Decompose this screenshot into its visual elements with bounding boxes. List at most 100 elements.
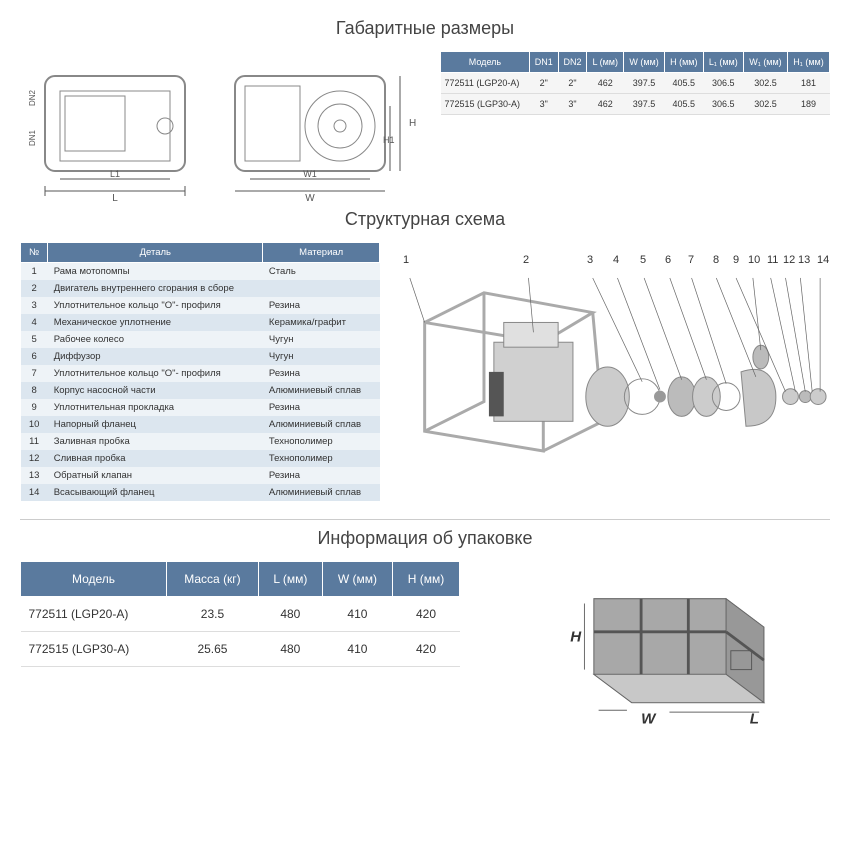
- parts-cell: 2: [21, 280, 48, 297]
- packaging-table: МодельМасса (кг)L (мм)W (мм)H (мм) 77251…: [20, 561, 460, 667]
- parts-row: 13Обратный клапанРезина: [21, 467, 380, 484]
- pack-cell: 410: [322, 632, 392, 667]
- parts-cell: 7: [21, 365, 48, 382]
- parts-row: 10Напорный фланецАлюминиевый сплав: [21, 416, 380, 433]
- pack-header: W (мм): [322, 562, 392, 597]
- section1: L L1 DN2 DN1 H H1 W W1 МодельDN1DN2L (мм…: [20, 51, 830, 201]
- parts-cell: Технополимер: [263, 433, 380, 450]
- parts-cell: 5: [21, 331, 48, 348]
- parts-header: Материал: [263, 243, 380, 263]
- svg-text:H: H: [409, 118, 416, 129]
- dim-cell: 181: [788, 73, 830, 94]
- callout-14: 14: [817, 254, 829, 266]
- dim-header: W (мм): [624, 52, 665, 73]
- parts-cell: Корпус насосной части: [48, 382, 263, 399]
- parts-cell: [263, 280, 380, 297]
- dim-cell: 462: [587, 73, 624, 94]
- parts-row: 2Двигатель внутреннего сгорания в сборе: [21, 280, 380, 297]
- callout-11: 11: [767, 254, 778, 266]
- pack-cell: 23.5: [167, 597, 259, 632]
- parts-row: 9Уплотнительная прокладкаРезина: [21, 399, 380, 416]
- parts-cell: 3: [21, 297, 48, 314]
- parts-row: 1Рама мотопомпыСталь: [21, 263, 380, 281]
- parts-cell: Резина: [263, 365, 380, 382]
- parts-cell: Технополимер: [263, 450, 380, 467]
- svg-text:H: H: [570, 628, 582, 645]
- dim-cell: 2": [529, 73, 558, 94]
- dim-cell: 462: [587, 94, 624, 115]
- callout-9: 9: [733, 254, 739, 266]
- callout-7: 7: [688, 254, 694, 266]
- parts-cell: 10: [21, 416, 48, 433]
- svg-text:W1: W1: [303, 169, 317, 179]
- parts-row: 11Заливная пробкаТехнополимер: [21, 433, 380, 450]
- callout-10: 10: [748, 254, 760, 266]
- dim-cell: 189: [788, 94, 830, 115]
- technical-drawing: L L1 DN2 DN1 H H1 W W1: [20, 51, 430, 201]
- dim-header: W₁ (мм): [743, 52, 787, 73]
- section1-title: Габаритные размеры: [20, 18, 830, 39]
- pack-cell: 772515 (LGP30-A): [21, 632, 167, 667]
- dim-cell: 302.5: [743, 73, 787, 94]
- dim-cell: 397.5: [624, 73, 665, 94]
- parts-cell: Резина: [263, 297, 380, 314]
- parts-row: 5Рабочее колесоЧугун: [21, 331, 380, 348]
- pack-cell: 480: [258, 597, 322, 632]
- parts-cell: Механическое уплотнение: [48, 314, 263, 331]
- callout-5: 5: [640, 254, 646, 266]
- parts-cell: Уплотнительное кольцо "O"- профиля: [48, 365, 263, 382]
- parts-cell: Диффузор: [48, 348, 263, 365]
- svg-text:H1: H1: [383, 135, 395, 145]
- parts-cell: Уплотнительная прокладка: [48, 399, 263, 416]
- parts-cell: Резина: [263, 399, 380, 416]
- parts-cell: Уплотнительное кольцо "O"- профиля: [48, 297, 263, 314]
- svg-text:DN1: DN1: [28, 129, 37, 146]
- pack-cell: 420: [393, 632, 460, 667]
- parts-cell: Рабочее колесо: [48, 331, 263, 348]
- dim-header: H (мм): [664, 52, 703, 73]
- parts-header: Деталь: [48, 243, 263, 263]
- section3: МодельМасса (кг)L (мм)W (мм)H (мм) 77251…: [20, 561, 830, 731]
- dim-header: L (мм): [587, 52, 624, 73]
- parts-cell: Рама мотопомпы: [48, 263, 263, 281]
- parts-cell: Чугун: [263, 348, 380, 365]
- callout-1: 1: [403, 254, 409, 266]
- pack-header: H (мм): [393, 562, 460, 597]
- parts-cell: Сталь: [263, 263, 380, 281]
- callout-13: 13: [798, 254, 810, 266]
- parts-row: 3Уплотнительное кольцо "O"- профиляРезин…: [21, 297, 380, 314]
- parts-cell: Алюминиевый сплав: [263, 382, 380, 399]
- parts-header: №: [21, 243, 48, 263]
- pack-cell: 480: [258, 632, 322, 667]
- dimensions-table: МодельDN1DN2L (мм)W (мм)H (мм)L₁ (мм)W₁ …: [440, 51, 830, 115]
- dim-row: 772515 (LGP30-A)3"3"462397.5405.5306.530…: [441, 94, 830, 115]
- parts-cell: Заливная пробка: [48, 433, 263, 450]
- dim-header: H₁ (мм): [788, 52, 830, 73]
- dim-header: DN1: [529, 52, 558, 73]
- pack-row: 772515 (LGP30-A)25.65480410420: [21, 632, 460, 667]
- pack-cell: 410: [322, 597, 392, 632]
- dim-cell: 772511 (LGP20-A): [441, 73, 530, 94]
- dim-row: 772511 (LGP20-A)2"2"462397.5405.5306.530…: [441, 73, 830, 94]
- parts-row: 6ДиффузорЧугун: [21, 348, 380, 365]
- parts-cell: Напорный фланец: [48, 416, 263, 433]
- pack-cell: 25.65: [167, 632, 259, 667]
- parts-cell: 6: [21, 348, 48, 365]
- dim-cell: 397.5: [624, 94, 665, 115]
- dim-cell: 2": [558, 73, 587, 94]
- pack-header: Модель: [21, 562, 167, 597]
- callout-12: 12: [783, 254, 795, 266]
- parts-cell: 1: [21, 263, 48, 281]
- dim-header: Модель: [441, 52, 530, 73]
- parts-cell: Алюминиевый сплав: [263, 484, 380, 501]
- pack-row: 772511 (LGP20-A)23.5480410420: [21, 597, 460, 632]
- parts-table: №ДетальМатериал 1Рама мотопомпыСталь2Дви…: [20, 242, 380, 501]
- parts-row: 4Механическое уплотнениеКерамика/графит: [21, 314, 380, 331]
- svg-text:W: W: [305, 193, 315, 201]
- pack-cell: 420: [393, 597, 460, 632]
- parts-cell: Чугун: [263, 331, 380, 348]
- parts-cell: Обратный клапан: [48, 467, 263, 484]
- dim-cell: 772515 (LGP30-A): [441, 94, 530, 115]
- callout-4: 4: [613, 254, 619, 266]
- parts-cell: 9: [21, 399, 48, 416]
